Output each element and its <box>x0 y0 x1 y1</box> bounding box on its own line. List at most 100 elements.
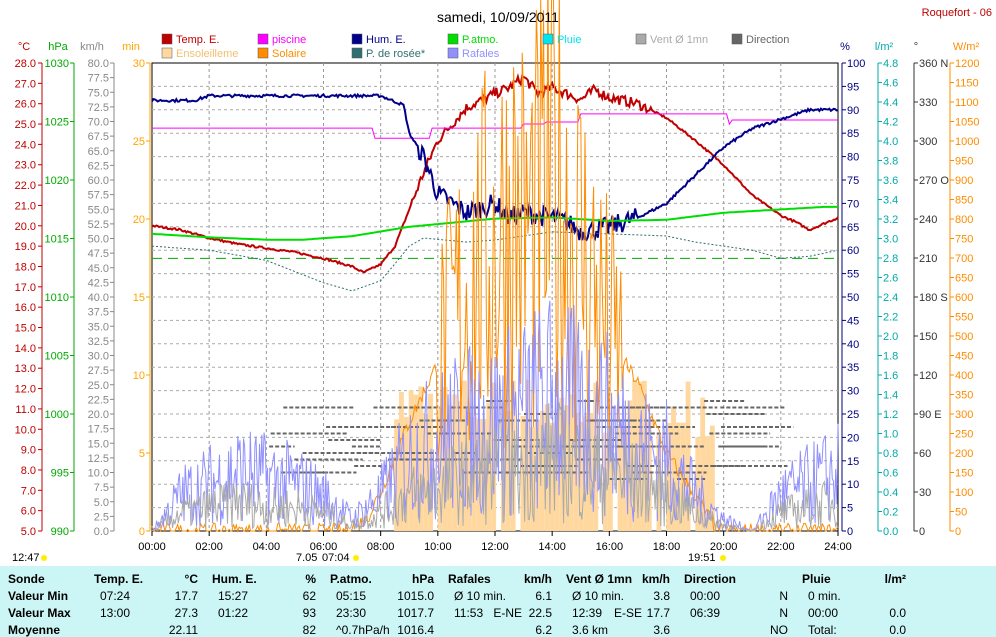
press-tick-label: 1010 <box>45 292 69 304</box>
summary-table: Sonde Temp. E. °C Hum. E.% P.atmo. hPa Rafales… <box>0 566 996 637</box>
press-value: 1016.4 <box>397 623 434 637</box>
wind-tick-label: 57.5 <box>88 190 109 202</box>
temp-tick-label: 7.0 <box>21 485 36 497</box>
dir-tick-label: 210 <box>919 253 937 265</box>
rain-unit-label: l/m² <box>875 41 894 53</box>
header-unit: hPa <box>411 572 434 586</box>
x-tick-label: 04:00 <box>253 541 281 553</box>
sun-tick-label: 30 <box>133 58 145 70</box>
row-label: Valeur Min <box>8 589 69 603</box>
solar-tick-label: 400 <box>955 370 973 382</box>
wind-unit-label: km/h <box>80 41 104 53</box>
dir-tick-label: 0 <box>919 526 925 538</box>
legend-swatch <box>161 47 173 59</box>
wind-tick-label: 17.5 <box>88 424 109 436</box>
sunshine-bar <box>632 379 638 531</box>
legend: Temp. E. piscine Hum. E. P.atmo. Pluie Vent Ø… <box>161 33 789 60</box>
solar-tick-label: 200 <box>955 448 973 460</box>
solar-tick-label: 250 <box>955 429 973 441</box>
temp-tick-label: 17.0 <box>15 282 36 294</box>
wind-tick-label: 15.0 <box>88 438 109 450</box>
solar-tick-label: 150 <box>955 468 973 480</box>
sun-tick-label: 0 <box>139 526 145 538</box>
legend-swatch <box>635 33 647 45</box>
legend-label: Solaire <box>272 48 306 60</box>
press-tick-label: 1005 <box>45 351 69 363</box>
legend-swatch <box>542 33 554 45</box>
gust-direction: E-NE <box>493 606 522 620</box>
series-line-vent-1mn <box>151 402 839 532</box>
temp-tick-label: 9.0 <box>21 445 36 457</box>
direction-time: 00:00 <box>690 589 721 603</box>
series-lines <box>151 0 839 533</box>
direction-value: NO <box>770 623 788 637</box>
x-tick-label: 18:00 <box>653 541 681 553</box>
wind-tick-label: 80.0 <box>88 58 109 70</box>
hum-tick-label: 5 <box>847 503 853 515</box>
sun-tick-label: 10 <box>133 370 145 382</box>
dir-tick-label: 360 N <box>919 58 948 70</box>
rain-tick-label: 3.6 <box>883 175 898 187</box>
rain-tick-label: 4.2 <box>883 117 898 129</box>
temp-tick-label: 10.0 <box>15 424 36 436</box>
legend-label: Rafales <box>462 48 500 60</box>
temp-tick-label: 6.0 <box>21 506 36 518</box>
gust-value: 22.5 <box>528 606 552 620</box>
sunshine-bar <box>486 402 492 531</box>
temp-tick-label: 14.0 <box>15 343 36 355</box>
press-time: 23:30 <box>336 606 367 620</box>
solar-tick-label: 1150 <box>955 78 979 90</box>
rain-value: 0.0 <box>889 606 906 620</box>
hum-tick-label: 65 <box>847 222 859 234</box>
legend-swatch <box>257 33 269 45</box>
header-label: Pluie <box>802 572 831 586</box>
solar-tick-label: 100 <box>955 487 973 499</box>
temp-tick-label: 23.0 <box>15 160 36 172</box>
hum-tick-label: 10 <box>847 479 859 491</box>
wind-tick-label: 62.5 <box>88 160 109 172</box>
chart-title: samedi, 10/09/2011 <box>437 9 559 25</box>
x-tick-label: 02:00 <box>195 541 223 553</box>
wind-tick-label: 0.0 <box>94 526 109 538</box>
press-unit-label: hPa <box>48 41 68 53</box>
hum-tick-label: 60 <box>847 245 859 257</box>
rain-time: Total: <box>808 623 837 637</box>
row-label: Moyenne <box>8 623 61 637</box>
temp-tick-label: 22.0 <box>15 180 36 192</box>
sunrise-label: 12:47 <box>12 552 40 564</box>
sun-tick-label: 20 <box>133 214 145 226</box>
temp-tick-label: 27.0 <box>15 78 36 90</box>
temp-value: 27.3 <box>174 606 198 620</box>
station-name: Roquefort - 06 <box>922 7 992 19</box>
rain-tick-label: 4.0 <box>883 136 898 148</box>
rain-time: 0 min. <box>808 589 841 603</box>
row-label: Valeur Max <box>8 606 71 620</box>
series-line-rafales <box>151 300 839 532</box>
dir-tick-label: 180 S <box>919 292 948 304</box>
series-line-p-de-ros-e- <box>151 231 839 292</box>
dir-tick-label: 60 <box>919 448 931 460</box>
sunrise2-label: 07:04 <box>322 552 350 564</box>
hum-tick-label: 90 <box>847 105 859 117</box>
rain-tick-label: 3.2 <box>883 214 898 226</box>
sunshine-bar <box>466 416 472 531</box>
solar-tick-label: 1200 <box>955 58 979 70</box>
sunshine-bar <box>666 422 672 531</box>
axes: 00:00 02:00 04:00 06:00 08:00 10:00 12:00 14:00… <box>15 41 980 553</box>
sunshine-bar <box>525 379 531 531</box>
hum-tick-label: 70 <box>847 198 859 210</box>
wind-tick-label: 65.0 <box>88 146 109 158</box>
wind-tick-label: 45.0 <box>88 263 109 275</box>
wind-tick-label: 60.0 <box>88 175 109 187</box>
sunshine-bar <box>578 421 584 531</box>
temp-value: 17.7 <box>174 589 198 603</box>
direction-value: N <box>779 589 788 603</box>
hum-unit-label: % <box>840 41 850 53</box>
legend-label: Pluie <box>557 34 581 46</box>
hum-tick-label: 25 <box>847 409 859 421</box>
sun-unit-label: min <box>122 41 140 53</box>
press-time: 05:15 <box>336 589 367 603</box>
hum-tick-label: 35 <box>847 362 859 374</box>
header-label: Hum. E. <box>212 572 257 586</box>
dir-tick-label: 330 <box>919 97 937 109</box>
